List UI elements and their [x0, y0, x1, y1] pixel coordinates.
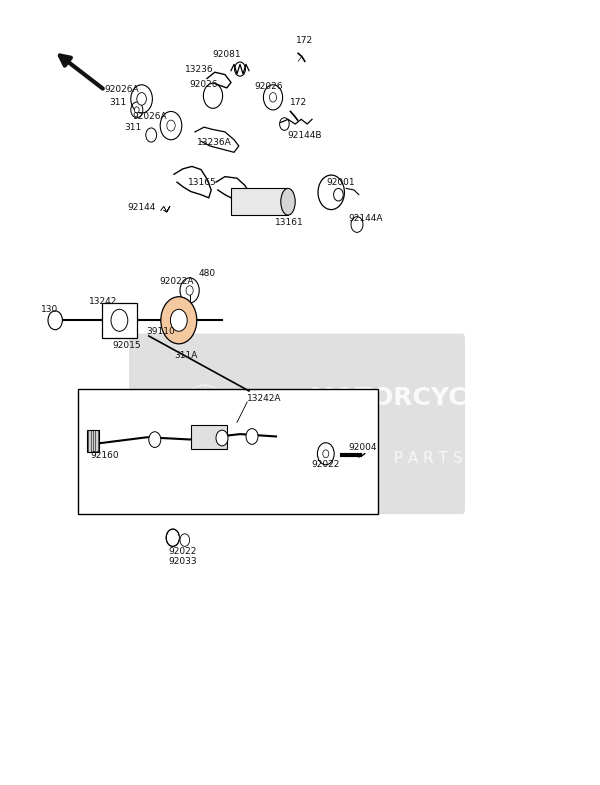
Text: 311A: 311A [175, 351, 197, 360]
Text: 92144: 92144 [127, 203, 156, 212]
Text: 13236A: 13236A [197, 138, 232, 148]
Circle shape [334, 188, 343, 201]
Bar [78, 389, 378, 514]
Text: 92015: 92015 [112, 341, 141, 350]
Text: MOTORCYCLE: MOTORCYCLE [310, 386, 500, 410]
Text: 13236: 13236 [185, 64, 214, 74]
Circle shape [149, 432, 161, 447]
Text: 311: 311 [109, 97, 126, 107]
Circle shape [134, 107, 139, 113]
Text: 172: 172 [290, 97, 307, 107]
Circle shape [137, 93, 146, 105]
Text: 92026: 92026 [190, 80, 218, 89]
Circle shape [323, 450, 329, 458]
Circle shape [269, 93, 277, 102]
Text: 13161: 13161 [275, 218, 304, 228]
Text: 92026: 92026 [254, 82, 283, 91]
Bar [191, 425, 227, 449]
Text: 92022A: 92022A [160, 276, 194, 286]
Text: 130: 130 [41, 305, 58, 314]
Text: 92144B: 92144B [287, 130, 322, 140]
Text: 39110: 39110 [146, 327, 175, 336]
Text: 92033: 92033 [169, 557, 197, 566]
Text: 92026A: 92026A [104, 85, 139, 94]
Text: 311: 311 [125, 122, 142, 132]
Text: 480: 480 [199, 268, 215, 278]
FancyBboxPatch shape [129, 334, 465, 514]
Text: MSP: MSP [190, 414, 220, 427]
Bar [231, 188, 288, 215]
Text: 92144A: 92144A [349, 214, 383, 223]
Text: S P A R E   P A R T S: S P A R E P A R T S [310, 451, 463, 466]
Text: 92026A: 92026A [133, 111, 167, 121]
Circle shape [246, 429, 258, 444]
Text: 92081: 92081 [212, 50, 241, 60]
Text: 13165: 13165 [188, 177, 217, 187]
Ellipse shape [281, 188, 295, 215]
Text: 92022: 92022 [169, 546, 197, 556]
Circle shape [161, 297, 197, 344]
Text: 172: 172 [296, 36, 313, 46]
Text: 13242: 13242 [89, 297, 118, 306]
Text: 92001: 92001 [326, 177, 355, 187]
Circle shape [186, 286, 193, 295]
Text: 92004: 92004 [349, 443, 377, 452]
Circle shape [170, 309, 187, 331]
Circle shape [167, 120, 175, 131]
Bar [102, 303, 137, 338]
Bar [87, 430, 99, 452]
Text: 92022: 92022 [311, 460, 340, 469]
Circle shape [48, 311, 62, 330]
Text: 92160: 92160 [91, 451, 119, 460]
Text: 13242A: 13242A [247, 394, 281, 403]
Circle shape [216, 430, 228, 446]
